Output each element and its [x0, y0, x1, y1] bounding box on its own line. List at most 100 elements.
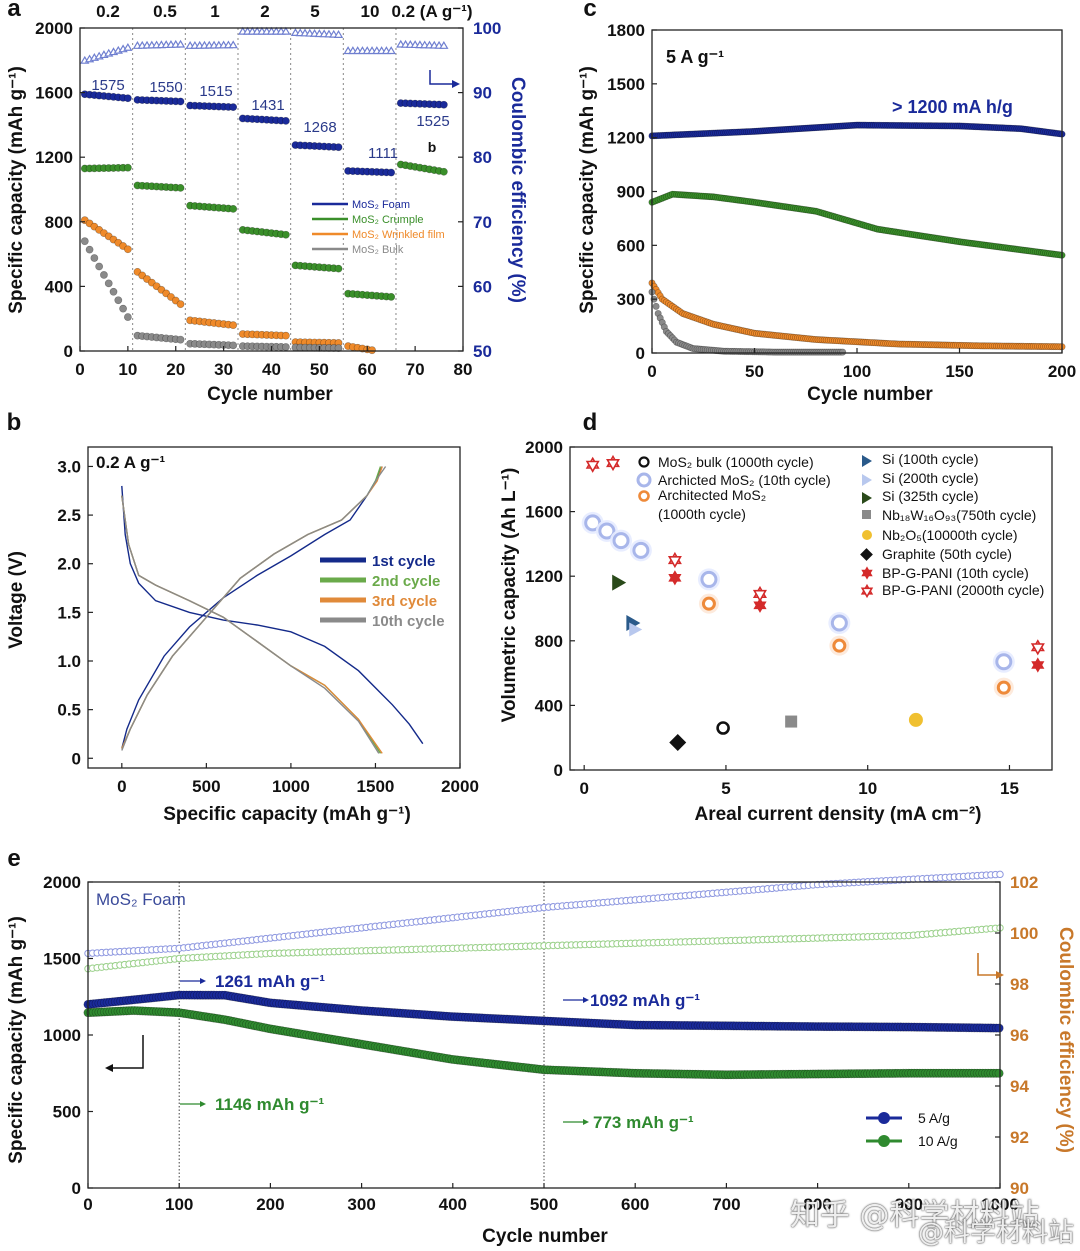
a-y2-ytick-label: 80 [473, 148, 492, 167]
a-point-bulk [80, 237, 89, 246]
e-callout-label: 1146 mAh g⁻¹ [215, 1095, 324, 1114]
d-x-axis-title: Areal current density (mA cm⁻²) [694, 804, 981, 825]
a-rate-label: 2 [260, 2, 269, 21]
d-legend-marker [636, 472, 652, 488]
a-ytick-label: 800 [45, 213, 73, 232]
a-point-bulk [334, 344, 343, 352]
d-point-bp-g-pani-2000th [585, 456, 600, 473]
d-point-bp-g-pani-2000th-part [585, 460, 600, 473]
b-ytick-label: 1.0 [57, 652, 81, 671]
a-ytick-label: 1600 [35, 84, 73, 103]
d-legend-label: Nb₂O₅(10000th cycle) [882, 527, 1018, 543]
e-y2-ytick-label: 98 [1010, 975, 1029, 994]
d-legend-marker-part [860, 587, 874, 599]
c-panel-label: c [583, 0, 596, 22]
a-point-crumple [123, 163, 132, 172]
a-ytick-label: 2000 [35, 19, 73, 38]
a-point-wrinkled [229, 321, 238, 330]
a-point-bulk [123, 313, 132, 321]
e-y2-ytick-label: 94 [1010, 1077, 1029, 1096]
b-legend-label: 10th cycle [372, 613, 445, 630]
a-point-crumple [281, 230, 290, 239]
e-ytick-label: 0 [72, 1179, 81, 1198]
d-point-archicted-10th [830, 614, 848, 632]
a-point-wrinkled [123, 245, 132, 254]
b-xtick-label: 0 [117, 777, 126, 796]
e-xtick-label: 300 [347, 1195, 375, 1214]
e-sample-annotation: MoS₂ Foam [96, 890, 186, 909]
d-ytick-label: 800 [535, 632, 563, 651]
b-legend-label: 3rd cycle [372, 593, 437, 610]
d-xtick-label: 5 [721, 779, 730, 798]
d-legend-marker-part [861, 569, 873, 580]
e-capacity-point-10 [994, 1068, 1004, 1078]
b-curve-1-charge [121, 466, 382, 749]
e-left-axis-arrow [110, 1035, 144, 1069]
e-callout-label: 773 mAh g⁻¹ [593, 1113, 694, 1132]
a-point-foam [281, 116, 290, 125]
a-note: b [428, 139, 437, 155]
d-point-nb18w16o93 [785, 715, 798, 728]
d-legend-marker [638, 490, 650, 502]
e-xtick-label: 700 [712, 1195, 740, 1214]
a-point-wrinkled [281, 331, 290, 340]
a-y2-ytick-label: 90 [473, 84, 492, 103]
c-y-axis-title: Specific capacity (mAh g⁻¹) [577, 66, 598, 314]
a-ce-point [175, 39, 186, 48]
e-ytick-label: 1500 [43, 950, 81, 969]
d-legend-marker [862, 455, 872, 467]
e-y2-ytick-label: 96 [1010, 1026, 1029, 1045]
a-point-crumple [176, 183, 185, 192]
a-value-label: 1268 [303, 119, 336, 136]
d-point-bp-g-pani-2000th [667, 551, 682, 569]
a-y2-ytick-label: 70 [473, 213, 492, 232]
a-legend-label: MoS₂ Bulk [352, 244, 404, 256]
d-legend-label: MoS₂ bulk (1000th cycle) [658, 454, 814, 470]
e-xtick-label: 400 [439, 1195, 467, 1214]
b-ytick-label: 2.5 [57, 506, 81, 525]
a-xtick-label: 40 [262, 360, 281, 379]
a-ce-point [386, 46, 396, 55]
c-ytick-label: 1500 [607, 75, 645, 94]
e-callout-arrowhead [583, 997, 589, 1003]
a-y2-axis-title: Coulombic efficiency (%) [507, 77, 528, 303]
d-point-bp-g-pani-2000th-part [667, 555, 682, 569]
d-point-archicted-10th [598, 522, 616, 540]
a-point-bulk [281, 343, 290, 351]
a-xtick-label: 20 [166, 360, 185, 379]
e-callout-label: 1261 mAh g⁻¹ [215, 972, 325, 991]
d-legend-label: Architected MoS₂ [658, 487, 766, 503]
c-ytick-label: 900 [617, 183, 645, 202]
a-xtick-label: 60 [358, 360, 377, 379]
e-xtick-label: 500 [530, 1195, 558, 1214]
e-xtick-label: 0 [83, 1195, 92, 1214]
c-ytick-label: 600 [617, 236, 645, 255]
e-legend-label: 5 A/g [918, 1110, 950, 1126]
e-legend-marker [878, 1135, 890, 1147]
b-ytick-label: 1.5 [57, 603, 81, 622]
b-x-axis-title: Specific capacity (mAh g⁻¹) [163, 804, 411, 825]
d-point-archicted-10th [700, 570, 718, 588]
d-ytick-label: 0 [554, 761, 563, 780]
d-legend-marker [860, 583, 874, 599]
d-point-architected-1000th [832, 638, 847, 653]
d-standalone-star-part [606, 458, 620, 472]
a-point-bulk [119, 304, 127, 313]
c-xtick-label: 100 [843, 362, 871, 381]
a-ce-point [228, 40, 238, 49]
e-ytick-label: 2000 [43, 873, 81, 892]
c-xtick-label: 150 [945, 362, 973, 381]
d-point-bp-g-pani-2000th-part [1030, 643, 1045, 656]
a-legend-label: MoS₂ Wrinkled film [352, 229, 445, 241]
d-point-bp-g-pani-2000th-part [752, 589, 767, 603]
a-rate-label: 1 [210, 2, 219, 21]
a-value-label: 1111 [368, 145, 398, 162]
a-point-foam [439, 100, 448, 109]
d-point-mos2-bulk [716, 721, 730, 735]
b-ytick-label: 3.0 [57, 457, 81, 476]
d-point-archicted-10th [632, 541, 650, 559]
a-y2-ytick-label: 50 [473, 342, 492, 361]
d-legend-label: BP-G-PANI (10th cycle) [882, 565, 1029, 581]
d-frame [569, 446, 1053, 771]
a-y2-ytick-label: 100 [473, 19, 501, 38]
